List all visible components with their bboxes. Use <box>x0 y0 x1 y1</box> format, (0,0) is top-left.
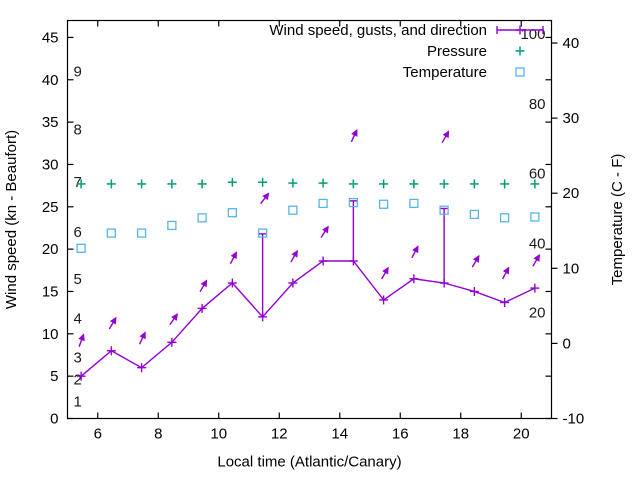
fahrenheit-scale-label: 80 <box>529 96 546 113</box>
x-axis-ticks: 6 8 10 12 14 16 18 20 <box>94 20 530 443</box>
wind-direction-arrow <box>412 245 419 254</box>
wind-direction-arrow <box>230 251 238 260</box>
y-tick-label: 20 <box>42 241 59 258</box>
square-marker <box>136 228 147 238</box>
y2-tick-label: 10 <box>563 260 580 277</box>
wind-direction-arrow <box>442 130 450 139</box>
square-marker <box>378 199 389 209</box>
y-tick-label: 15 <box>42 283 59 300</box>
wind-direction-arrow <box>472 254 480 263</box>
wind-direction-arrow <box>139 331 146 340</box>
wind-direction-arrow <box>109 316 117 325</box>
chart-legend[interactable]: Wind speed, gusts, and direction Pressure… <box>269 22 544 81</box>
legend-label-pressure[interactable]: Pressure <box>427 43 487 60</box>
wind-direction-arrow <box>351 129 358 137</box>
wind-direction-arrow <box>291 249 298 258</box>
beaufort-scale-label: 4 <box>74 311 82 328</box>
square-marker <box>227 208 238 218</box>
x-tick-label: 8 <box>154 426 162 443</box>
series-temperature <box>76 197 540 253</box>
y2-tick-label: 30 <box>563 110 580 127</box>
square-marker <box>167 220 177 231</box>
wind-direction-arrow <box>78 333 85 342</box>
y-axis-title-right: Temperature (C - F) <box>609 154 626 286</box>
y-tick-label: 5 <box>50 368 58 385</box>
square-marker <box>106 228 117 238</box>
plot-frame <box>66 19 553 420</box>
x-tick-label: 14 <box>331 426 348 443</box>
x-tick-label: 18 <box>452 426 469 443</box>
fahrenheit-scale-label: 20 <box>529 305 546 322</box>
x-tick-label: 10 <box>210 426 227 443</box>
y-tick-label: 0 <box>50 411 58 428</box>
x-tick-label: 6 <box>94 426 102 443</box>
wind-direction-arrow <box>533 254 540 262</box>
square-marker <box>515 67 525 77</box>
square-marker <box>76 243 86 253</box>
beaufort-scale-label: 1 <box>74 394 82 411</box>
beaufort-scale-label: 9 <box>74 63 82 80</box>
legend-label-wind[interactable]: Wind speed, gusts, and direction <box>269 22 487 39</box>
legend-label-temperature[interactable]: Temperature <box>403 64 487 81</box>
beaufort-scale-label: 8 <box>74 122 82 139</box>
y-axis-title-left: Wind speed (kn - Beaufort) <box>3 130 20 309</box>
square-marker <box>288 205 298 215</box>
y2-tick-label: 0 <box>563 335 571 352</box>
x-axis-title: Local time (Atlantic/Canary) <box>217 454 401 471</box>
x-tick-label: 16 <box>392 426 409 443</box>
y-tick-label: 30 <box>42 156 59 173</box>
wind-speed-line <box>80 260 536 377</box>
square-marker <box>530 212 540 222</box>
square-marker <box>257 228 268 238</box>
square-marker <box>197 213 207 223</box>
y2-tick-label: -10 <box>563 411 585 428</box>
square-marker <box>439 205 449 215</box>
y-tick-label: 25 <box>42 199 59 216</box>
beaufort-scale-label: 2 <box>74 372 82 389</box>
series-wind-speed <box>76 129 540 381</box>
wind-direction-arrow <box>171 313 178 321</box>
y-axis-ticks-right: -10 0 10 20 30 40 <box>551 35 585 428</box>
square-marker <box>469 209 480 220</box>
x-tick-label: 12 <box>271 426 288 443</box>
y-tick-label: 40 <box>42 72 59 89</box>
y-tick-label: 45 <box>42 29 59 46</box>
fahrenheit-scale-label: 60 <box>529 166 546 183</box>
wind-direction-arrow <box>200 279 208 288</box>
square-marker <box>318 198 328 209</box>
y2-tick-label: 40 <box>563 35 580 52</box>
beaufort-scale-label: 5 <box>74 271 82 288</box>
fahrenheit-scale-label: 100 <box>520 26 545 43</box>
beaufort-scale-label: 6 <box>74 224 82 241</box>
y-tick-label: 10 <box>42 326 59 343</box>
square-marker <box>409 198 419 209</box>
wind-direction-arrow <box>502 266 510 275</box>
beaufort-scale-label: 3 <box>74 350 82 367</box>
wind-direction-arrow <box>382 266 389 275</box>
series-pressure <box>76 177 540 189</box>
y-tick-label: 35 <box>42 114 59 131</box>
y2-tick-label: 20 <box>563 185 580 202</box>
wind-direction-arrow <box>322 225 329 234</box>
wind-direction-arrow <box>262 192 270 201</box>
x-tick-label: 20 <box>513 426 530 443</box>
fahrenheit-scale-label: 40 <box>529 236 546 253</box>
square-marker <box>348 197 359 208</box>
square-marker <box>499 213 510 223</box>
beaufort-scale-label: 7 <box>74 174 82 191</box>
beaufort-inner-labels: 1 2 3 4 5 6 7 8 9 <box>74 63 82 410</box>
